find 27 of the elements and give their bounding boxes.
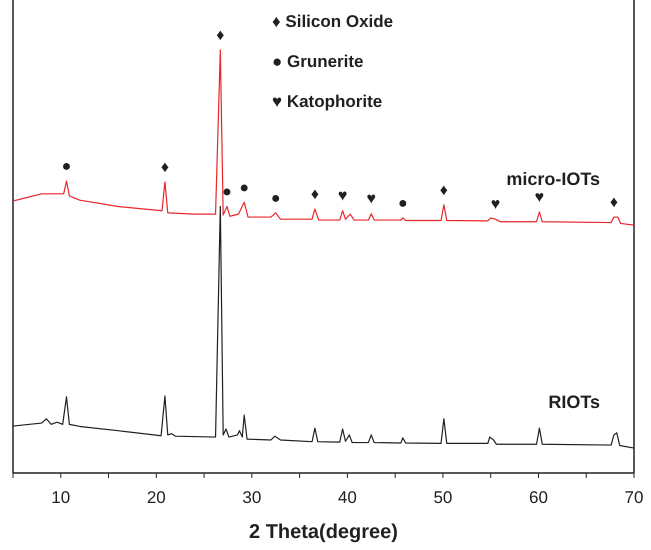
series-label: RIOTs	[548, 392, 600, 412]
annotation: ●	[239, 179, 250, 196]
annotation: ♥	[338, 188, 348, 205]
annotation: ●	[62, 158, 72, 176]
x-tick-label: 60	[529, 488, 548, 507]
annotation: ♦	[440, 182, 448, 199]
annotation: ♦	[310, 186, 319, 204]
x-tick-label: 30	[242, 488, 262, 507]
text: ♦ Silicon Oxide	[272, 12, 394, 31]
annotation: ♥	[366, 190, 376, 208]
x-tick-label: 40	[338, 488, 357, 507]
annotation: ♦	[160, 158, 169, 176]
x-tick-label: 70	[624, 488, 644, 507]
annotation: ♥	[534, 189, 544, 206]
x-axis-title: 2 Theta(degree)	[249, 521, 398, 543]
x-tick-label: 50	[433, 488, 452, 507]
x-tick-label: 20	[146, 488, 166, 507]
series-label: micro-IOTs	[506, 169, 600, 190]
annotation: ● Grunerite	[272, 52, 364, 71]
x-tick-label: 10	[51, 488, 70, 507]
annotation: ●	[222, 184, 232, 201]
annotation: ♦	[216, 27, 224, 44]
annotation: ●	[398, 194, 408, 212]
annotation: ♦	[610, 194, 618, 212]
annotation: ♥	[490, 196, 500, 214]
annotation: ●	[270, 190, 281, 207]
annotation: ♥ Katophorite	[272, 92, 382, 111]
